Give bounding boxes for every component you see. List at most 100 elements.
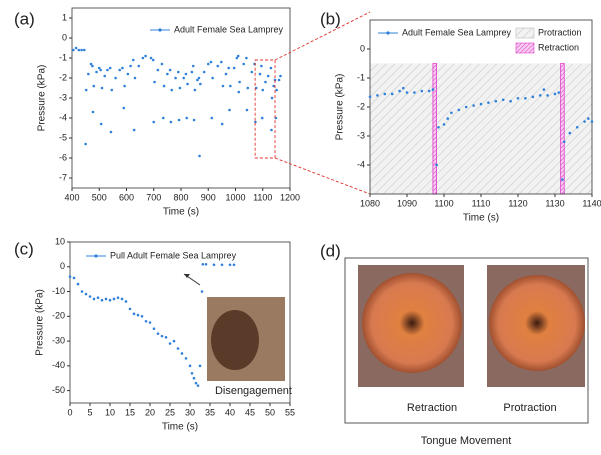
data-point [199,82,202,86]
x-tick-label: 1100 [434,198,453,208]
data-point [270,128,273,132]
y-tick-label: -6 [59,152,67,162]
data-point [76,282,80,286]
data-point [202,70,206,74]
data-point [82,48,86,52]
x-tick-label: 55 [285,407,295,417]
x-tick-label: 1000 [225,192,245,202]
data-point [72,48,75,52]
data-point [216,64,220,68]
data-point [136,313,140,317]
x-tick-label: 45 [245,407,255,417]
data-point [144,54,147,58]
zoom-connector [274,157,371,195]
data-point [228,108,231,112]
data-point [72,276,76,280]
panel-frame [344,257,589,424]
data-point [494,99,498,103]
data-point [128,307,132,311]
data-point [557,91,560,94]
data-point [501,98,505,102]
data-point [170,88,174,92]
data-point [184,357,188,360]
data-point [185,116,189,120]
data-point [568,131,572,135]
data-point [390,92,394,96]
data-point [546,94,549,97]
zoom-connector [274,11,371,61]
x-tick-label: 1120 [508,198,527,208]
data-point [184,72,188,76]
y-tick-label: -4 [59,112,67,122]
data-point [402,86,405,90]
data-point [68,275,72,278]
data-point [80,290,84,293]
x-tick-label: 500 [92,192,107,202]
x-tick-label: 40 [225,407,235,417]
data-point [236,54,240,58]
data-point [166,72,169,76]
data-point [273,78,277,82]
data-point [246,86,250,90]
data-point [524,97,527,100]
data-point [261,88,265,92]
y-tick-label: 10 [55,236,65,246]
data-point [587,117,590,120]
data-point [245,108,249,112]
x-axis-label: Time (s) [463,213,499,224]
data-point [192,376,196,380]
data-point [91,64,94,68]
data-point [264,80,267,84]
data-point [168,68,172,72]
legend-patch [515,27,535,39]
legend-label: Adult Female Sea Lamprey [174,24,284,34]
data-point [144,319,148,323]
x-axis-label: Time (s) [163,207,199,218]
data-point [583,120,586,123]
data-point [431,88,435,91]
data-point [112,297,116,301]
data-point [220,60,223,64]
data-point [413,91,416,94]
image-caption: Protraction [503,402,556,414]
data-point [487,101,490,104]
y-tick-label: 0 [360,43,365,53]
data-point [121,66,124,70]
x-tick-label: 35 [205,407,215,417]
data-point [108,298,112,302]
inset-photo [183,273,285,381]
data-point [116,296,120,300]
data-point [220,263,224,267]
y-tick-label: -2 [59,72,67,82]
data-point [84,88,88,92]
data-point [238,80,241,84]
data-point [250,70,254,74]
data-point [196,384,200,387]
data-point [110,88,114,92]
data-point [516,97,520,100]
data-point [197,76,201,80]
x-tick-label: 1130 [545,198,564,208]
legend-marker [94,254,98,258]
data-point [479,102,483,106]
y-tick-label: -4 [357,159,365,169]
data-point [193,88,197,92]
data-point [191,64,195,68]
data-point [140,315,144,318]
data-point [151,58,155,62]
data-point [132,312,136,316]
x-tick-label: 5 [87,407,92,417]
data-point [120,297,124,301]
data-point [228,263,232,267]
data-point [266,74,270,78]
data-point [164,336,168,339]
data-point [91,110,95,114]
data-point [204,262,208,266]
data-point [232,263,236,267]
data-point [200,290,204,293]
x-tick-label: 1100 [253,192,272,202]
data-point [141,56,145,60]
data-point [420,89,424,93]
panel-label: (d) [320,241,341,260]
region [560,63,565,195]
